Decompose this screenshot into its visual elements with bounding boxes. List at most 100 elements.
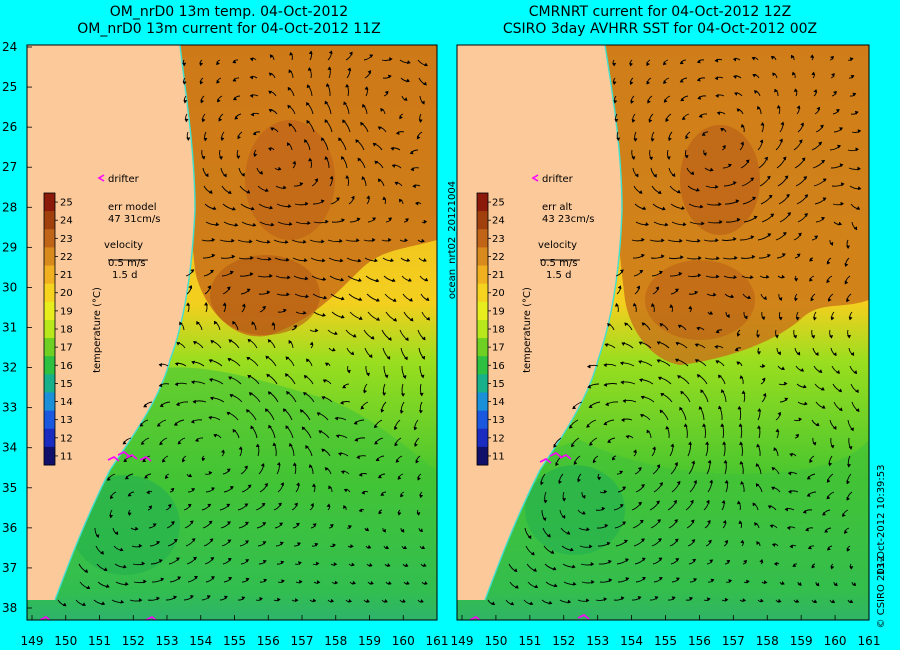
current-vector-head [831,599,836,603]
current-vector-head [363,389,367,394]
current-vector-head [726,559,731,564]
current-vector-head [245,521,249,526]
current-vector-head [268,147,272,151]
left-velocity-scale: 0.5 m/s [108,258,145,269]
current-vector-head [402,375,407,379]
current-vector-head [540,481,544,486]
current-vector-head [219,156,223,160]
current-vector-head [778,297,783,302]
current-vector-head [620,504,624,508]
current-vector-head [340,470,345,474]
colorbar-swatch [477,193,488,212]
current-vector-head [120,599,125,604]
current-vector-head [201,118,206,123]
current-vector-head [209,190,213,194]
colorbar-tick-label: 25 [60,198,73,209]
current-vector-head [822,512,826,516]
current-vector-head [184,118,189,123]
longitude-tick-label: 160 [392,634,415,648]
current-vector-head [619,470,624,475]
current-vector-head [226,503,231,508]
current-vector-head [158,559,163,563]
current-vector-head [227,190,232,195]
left-warm-eddy-south [210,255,320,335]
colorbar-swatch [44,392,55,412]
current-vector-head [375,457,380,461]
current-vector-head [285,257,290,262]
current-vector-head [510,601,515,606]
current-vector-head [701,221,705,226]
current-vector-head [266,373,270,378]
colorbar-swatch [44,428,55,448]
current-vector-head [255,443,260,448]
current-vector-head [159,403,164,408]
current-vector-head [269,54,274,58]
colorbar-tick-label: 22 [60,252,73,263]
current-vector-head [308,157,313,162]
current-vector-head [265,408,269,412]
current-vector-head [288,442,293,447]
colorbar-tick-label: 16 [492,361,505,372]
left-colorbar-title: temperature (°C) [92,287,103,373]
current-vector-head [246,356,251,361]
current-vector-head [141,561,146,566]
current-vector-head [709,479,713,484]
current-vector-head [855,147,859,152]
current-vector-head [127,512,132,516]
current-vector-head [712,292,717,297]
current-vector-head [803,176,808,180]
current-vector-head [277,166,282,171]
longitude-tick-label: 149 [451,634,474,648]
current-vector-head [803,384,807,389]
current-vector-head [783,381,788,386]
current-vector-head [637,596,642,600]
current-vector-head [716,256,720,261]
current-vector-head [642,576,646,581]
current-vector-head [566,531,571,535]
current-vector-head [299,182,304,186]
right-map-frame [456,44,870,621]
current-vector-head [805,527,809,532]
current-vector-head [86,585,91,590]
current-vector-head [652,446,656,451]
current-vector-head [325,219,329,224]
current-vector-head [804,213,808,217]
longitude-tick-label: 154 [189,634,212,648]
current-vector-head [706,499,710,504]
current-vector-head [228,376,232,380]
current-vector-head [191,488,196,492]
colorbar-tick-label: 12 [492,433,505,444]
current-vector-head [95,534,100,539]
current-vector-head [553,444,557,448]
current-vector-head [816,106,820,111]
current-vector-head [332,543,336,548]
left-drifter-label: drifter [108,174,140,185]
current-vector-head [376,317,380,321]
current-vector-head [308,50,313,55]
current-vector-head [715,238,719,243]
current-vector-head [675,288,679,293]
current-vector-head [249,239,253,244]
current-vector-head [415,201,419,206]
current-vector-head [830,316,835,321]
current-vector-head [752,196,756,201]
current-vector-head [289,51,293,56]
current-vector-head [165,475,169,480]
current-vector-head [226,468,231,473]
current-vector-head [334,580,339,585]
current-vector-head [847,334,851,339]
longitude-tick-label: 150 [54,634,77,648]
current-vector-head [625,435,630,439]
colorbar-tick-label: 13 [60,415,73,426]
current-vector-head [840,182,845,187]
latitude-tick-label: 38 [2,601,17,615]
current-vector-head [829,334,833,339]
current-vector-head [811,564,816,569]
current-vector-head [408,278,412,282]
current-vector-head [715,93,719,98]
current-vector-head [146,490,150,495]
right-velocity-scale: 0.5 m/s [540,258,577,269]
current-vector-head [167,504,172,508]
current-vector-head [650,138,655,142]
current-vector-head [707,519,711,524]
